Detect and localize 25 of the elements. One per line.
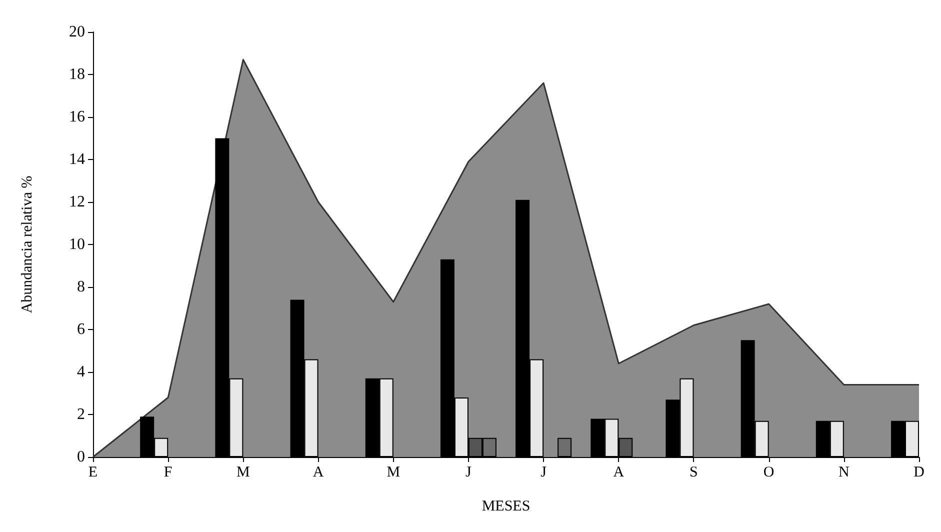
x-tick-label: F [164,464,172,480]
y-tick-label: 14 [69,151,85,168]
x-tick-label: J [466,464,472,480]
y-tick-label: 6 [77,321,85,338]
x-tick-label: E [88,464,98,480]
x-tick-label: J [540,464,547,480]
x-tick-label: O [763,464,774,480]
y-tick-label: 12 [69,194,85,210]
x-tick-label: N [838,464,850,480]
y-tick-label: 16 [69,108,85,126]
x-tick-label: D [914,464,925,480]
x-tick-label: A [312,464,324,480]
x-axis-title: MESES [482,498,530,514]
y-tick-label: 0 [77,448,85,466]
x-tick-label: S [690,464,698,480]
x-tick-label: M [386,464,400,480]
x-tick-label: M [236,464,250,480]
y-tick-label: 8 [77,278,85,296]
y-tick-label: 2 [77,406,85,423]
y-axis-title: Abundancia relativa % [20,176,36,314]
y-tick-label: 20 [69,24,85,40]
y-tick-label: 18 [69,66,85,83]
y-tick-label: 10 [69,236,85,253]
y-tick-label: 4 [77,364,85,380]
x-tick-label: A [613,464,624,480]
